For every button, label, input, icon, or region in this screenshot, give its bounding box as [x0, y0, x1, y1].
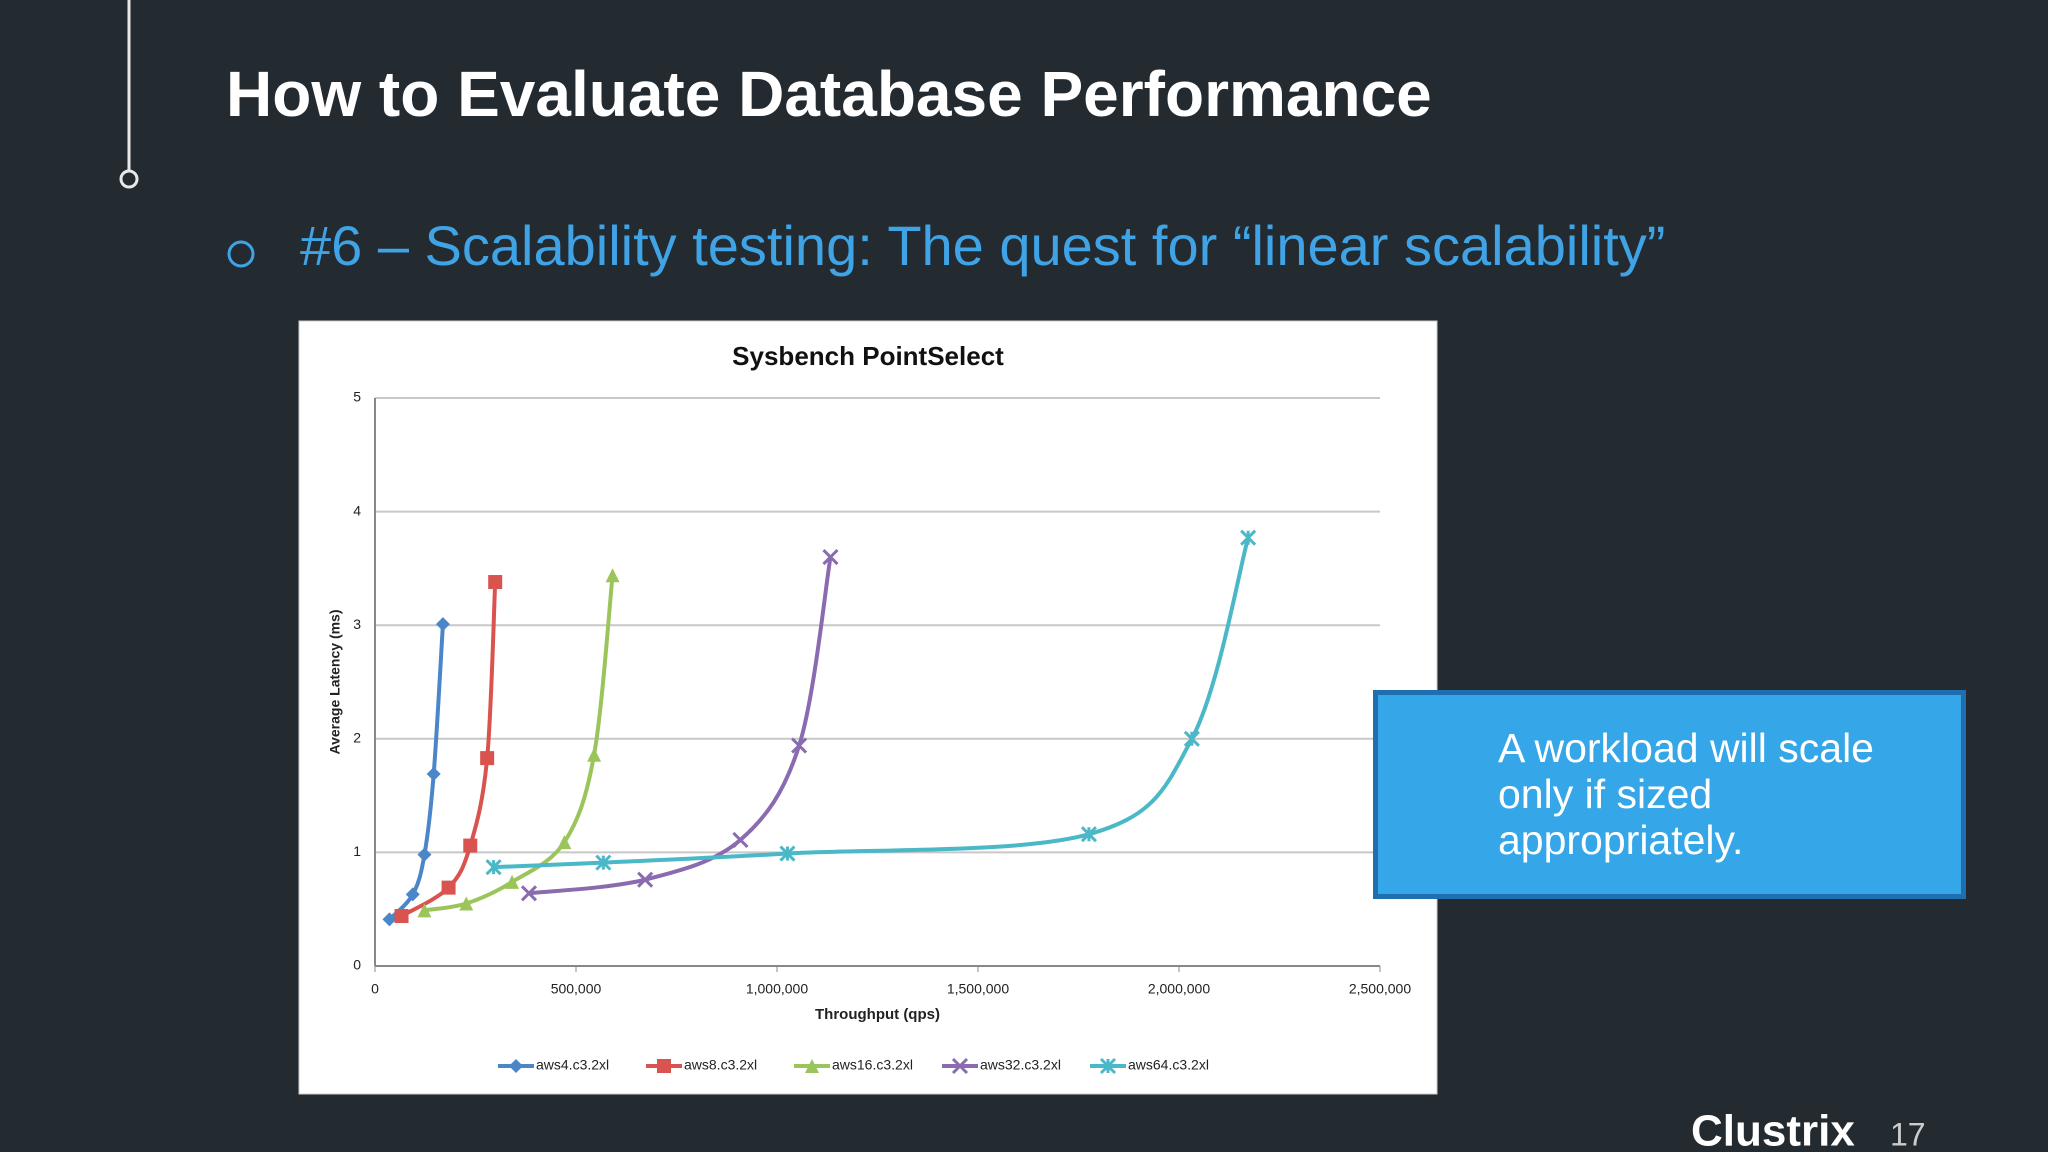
x-tick-label: 1,000,000 [746, 981, 808, 997]
data-point [463, 838, 478, 853]
data-point [637, 871, 654, 888]
legend-marker [657, 1059, 671, 1073]
y-axis-label: Average Latency (ms) [327, 610, 343, 755]
callout: A workload will scale only if sized appr… [1373, 690, 1966, 899]
x-tick-label: 2,500,000 [1349, 981, 1411, 997]
timeline-dot [119, 169, 139, 189]
legend-label: aws8.c3.2xl [684, 1057, 757, 1073]
data-point [426, 767, 441, 782]
x-tick-label: 0 [371, 981, 379, 997]
chart-frame [298, 320, 1438, 1095]
x-tick-label: 1,500,000 [947, 981, 1009, 997]
legend-label: aws32.c3.2xl [980, 1057, 1061, 1073]
legend-marker [805, 1059, 819, 1073]
y-tick-label: 0 [353, 957, 361, 973]
data-point [417, 903, 432, 918]
y-tick-label: 3 [353, 616, 361, 632]
legend-label: aws4.c3.2xl [536, 1057, 609, 1073]
data-point [480, 751, 495, 766]
x-tick-label: 2,000,000 [1148, 981, 1210, 997]
x-tick-label: 500,000 [551, 981, 602, 997]
y-tick-label: 1 [353, 843, 361, 859]
data-point [587, 747, 602, 762]
legend-marker [509, 1059, 523, 1073]
data-point [394, 909, 409, 924]
data-point [382, 912, 397, 927]
y-tick-label: 4 [353, 502, 361, 518]
data-point [417, 847, 432, 862]
y-tick-label: 5 [353, 389, 361, 405]
y-tick-label: 2 [353, 730, 361, 746]
x-axis-label: Throughput (qps) [815, 1006, 940, 1023]
data-point [557, 835, 572, 850]
data-point [605, 568, 620, 583]
slide-title: How to Evaluate Database Performance [226, 58, 1432, 130]
data-point [459, 896, 474, 911]
data-point [441, 880, 456, 895]
data-point [485, 859, 502, 876]
bullet-text: #6 – Scalability testing: The quest for … [300, 214, 1665, 277]
data-point [822, 548, 839, 566]
chart-title: Sysbench PointSelect [732, 341, 1004, 371]
data-point [1080, 826, 1098, 843]
legend-label: aws16.c3.2xl [832, 1057, 913, 1073]
data-point [405, 887, 420, 902]
data-point [595, 854, 612, 871]
legend-label: aws64.c3.2xl [1128, 1057, 1209, 1073]
data-point [779, 845, 796, 862]
bullet-dot [227, 240, 255, 268]
logo: Clustrix [1691, 1107, 1855, 1152]
legend-marker [951, 1057, 969, 1075]
page-number: 17 [1890, 1116, 1926, 1152]
data-point [1240, 529, 1257, 546]
data-point [488, 575, 503, 590]
data-point [791, 737, 808, 754]
series-line [388, 623, 445, 921]
data-point [520, 885, 538, 902]
data-point [1183, 730, 1200, 747]
data-point [505, 874, 520, 889]
data-point [435, 617, 450, 632]
data-point [732, 831, 749, 848]
legend-marker [1099, 1057, 1117, 1075]
